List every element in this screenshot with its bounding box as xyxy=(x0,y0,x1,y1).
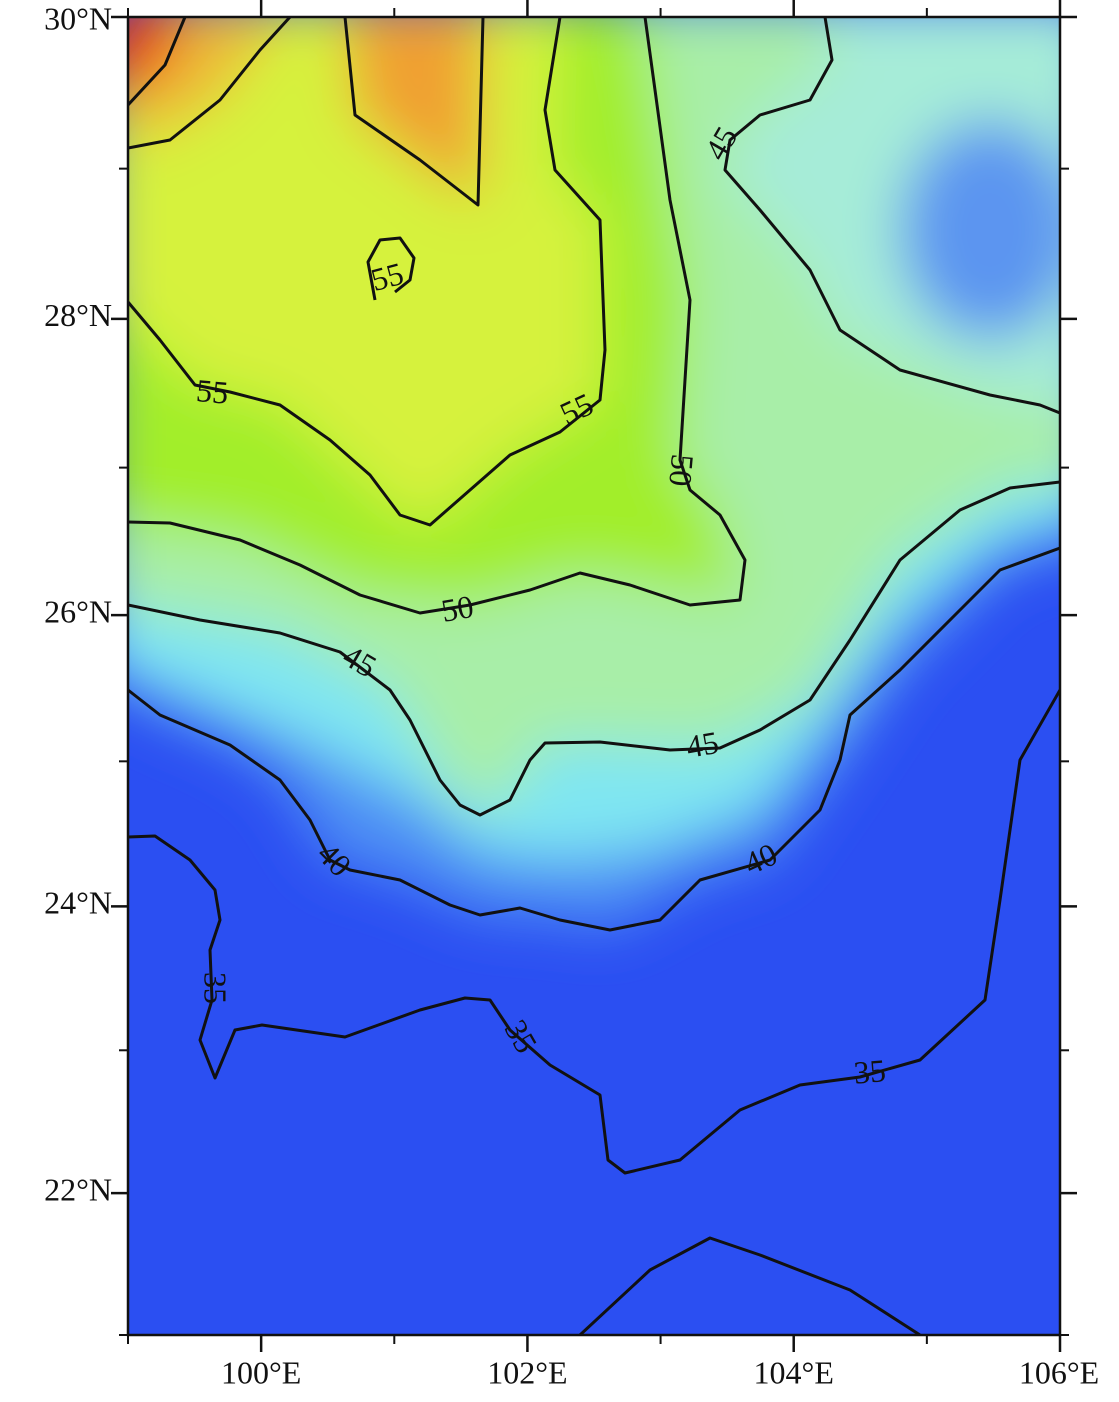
x-tick-label: 100°E xyxy=(221,1354,301,1390)
contour-line xyxy=(128,17,187,107)
contour-line xyxy=(128,17,292,150)
x-tick-label: 102°E xyxy=(487,1354,567,1390)
contour-label: 35 xyxy=(198,972,234,1004)
contour-line xyxy=(128,689,1060,1175)
y-tick-label: 30°N xyxy=(44,0,112,36)
map-frame xyxy=(126,15,1062,1337)
y-tick-label: 22°N xyxy=(44,1171,112,1207)
contour-label: 35 xyxy=(852,1052,887,1091)
contour-line xyxy=(366,236,416,301)
x-tick-label: 106°E xyxy=(1019,1354,1099,1390)
color-field xyxy=(128,17,1060,1335)
y-tick-label: 24°N xyxy=(44,885,112,921)
x-tick-label: 104°E xyxy=(754,1354,834,1390)
contour-lines xyxy=(128,17,1060,1335)
y-tick-label: 28°N xyxy=(44,297,112,333)
contour-label: 55 xyxy=(195,372,230,411)
contour-line xyxy=(343,17,485,207)
contour-label: 45 xyxy=(683,724,721,765)
contour-line xyxy=(723,17,1060,415)
contour-line xyxy=(128,17,607,527)
contour-label: 50 xyxy=(662,453,701,488)
y-tick-label: 26°N xyxy=(44,593,112,629)
contour-line xyxy=(128,480,1060,817)
contour-label: 50 xyxy=(438,588,476,629)
contour-line xyxy=(128,17,747,615)
contour-line xyxy=(128,546,1060,932)
contour-line xyxy=(578,1236,921,1335)
